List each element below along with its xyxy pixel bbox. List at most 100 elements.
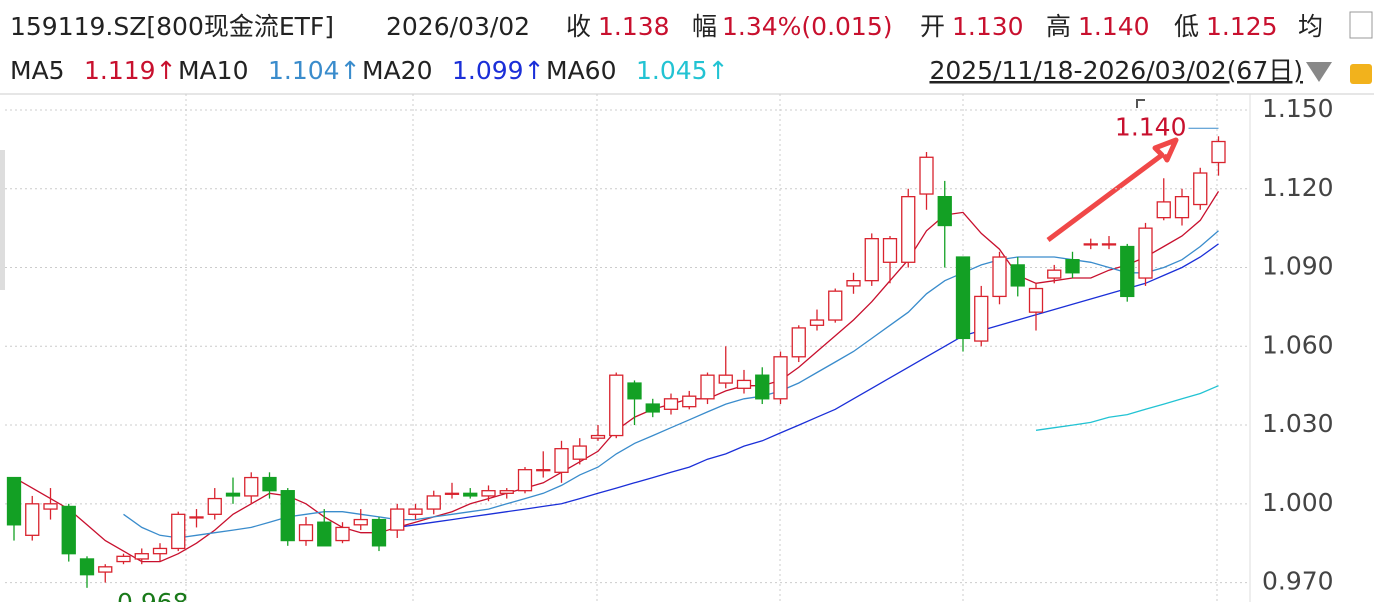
candle-body xyxy=(536,469,551,472)
candle-body xyxy=(864,238,879,282)
candle-body xyxy=(244,476,259,497)
candle-body xyxy=(663,398,679,410)
y-tick-label: 1.090 xyxy=(1262,252,1334,281)
legend-label: MA10 xyxy=(178,56,248,85)
candle-body xyxy=(554,448,569,473)
candle-body xyxy=(937,196,952,227)
candle-body xyxy=(171,513,186,550)
candle-body xyxy=(1028,287,1044,313)
candle-body xyxy=(335,526,350,542)
annotation: 1.140 xyxy=(1115,112,1187,141)
candle-body xyxy=(609,374,624,437)
candle-body xyxy=(517,469,533,492)
candle-body xyxy=(1083,243,1098,246)
dropdown-icon[interactable] xyxy=(1306,62,1332,82)
candle-body xyxy=(426,495,441,510)
quote-value: 1.34%(0.015) xyxy=(722,12,893,41)
candle-body xyxy=(98,566,113,573)
candle-body xyxy=(590,434,606,439)
candle-body xyxy=(736,379,752,389)
candle-body xyxy=(809,319,825,326)
legend-value: 1.104↑ xyxy=(268,56,361,85)
candle-body xyxy=(828,290,843,321)
candle-body xyxy=(718,374,733,384)
candle-body xyxy=(43,503,58,510)
lock-icon[interactable] xyxy=(1350,64,1372,84)
candle-body xyxy=(444,492,460,495)
candle-body xyxy=(882,238,898,263)
candle-body xyxy=(773,356,788,400)
legend-value: 1.045↑ xyxy=(636,56,729,85)
y-tick-label: 1.060 xyxy=(1262,330,1334,359)
ma-line xyxy=(1035,385,1219,431)
candle-body xyxy=(1211,140,1226,164)
candle-body xyxy=(1193,172,1208,206)
candle-body xyxy=(207,497,222,515)
candle-body xyxy=(280,490,295,542)
candle-body xyxy=(901,196,916,263)
marker xyxy=(1136,99,1145,108)
candle-body xyxy=(262,476,277,492)
candle-body xyxy=(353,518,368,526)
quote-label: 低 xyxy=(1174,12,1199,41)
candle-body xyxy=(1010,264,1025,287)
y-tick-label: 0.970 xyxy=(1262,567,1334,596)
quote-value: 1.125 xyxy=(1206,12,1278,41)
annotation: 0.968 xyxy=(117,588,189,602)
candle-body xyxy=(700,374,715,400)
candle-body xyxy=(974,295,989,342)
candle-body xyxy=(6,476,22,526)
candle-body xyxy=(189,516,204,519)
arrow xyxy=(1046,137,1179,243)
candle-body xyxy=(992,256,1007,298)
candle-body xyxy=(463,492,478,497)
candle-body xyxy=(79,558,95,576)
y-tick-label: 1.030 xyxy=(1262,409,1334,438)
quote-label: 高 xyxy=(1046,12,1071,41)
candle-body xyxy=(317,521,332,547)
legend-label: MA20 xyxy=(362,56,432,85)
icon[interactable] xyxy=(1349,11,1373,39)
candle-body xyxy=(61,505,76,555)
candle-body xyxy=(682,395,697,408)
candle-body xyxy=(645,403,660,413)
legend-label: MA5 xyxy=(10,56,65,85)
candle-body xyxy=(25,503,40,536)
candle-body xyxy=(846,280,861,287)
candle-body xyxy=(152,547,168,555)
candle-body xyxy=(1156,201,1171,219)
quote-label: 收 xyxy=(566,12,591,41)
y-tick-label: 1.150 xyxy=(1262,94,1334,123)
candle-body xyxy=(1065,259,1080,274)
candle-body xyxy=(481,490,496,497)
candle-body xyxy=(408,508,423,515)
ma-line xyxy=(123,230,1219,539)
candle-body xyxy=(791,327,806,358)
candle-body xyxy=(298,524,314,542)
candle-body xyxy=(1120,245,1135,298)
candle-body xyxy=(1047,269,1062,279)
candle-body xyxy=(1101,243,1117,246)
candle-body xyxy=(572,445,587,460)
quote-value: 1.140 xyxy=(1078,12,1150,41)
quote-value: 1.130 xyxy=(952,12,1024,41)
quote-label: 开 xyxy=(920,12,945,41)
quote-value: 1.138 xyxy=(598,12,670,41)
candle-body xyxy=(134,553,149,560)
range-label[interactable]: 2025/11/18-2026/03/02(67日) xyxy=(929,56,1303,85)
candle-body xyxy=(955,256,971,340)
ma-line xyxy=(397,243,1219,529)
quote-label: 幅 xyxy=(692,12,717,41)
scroll-edge xyxy=(0,150,5,290)
y-tick-label: 1.000 xyxy=(1262,488,1334,517)
y-tick-label: 1.120 xyxy=(1262,173,1334,202)
candle-body xyxy=(1174,196,1190,219)
candle-body xyxy=(919,156,934,195)
quote-label: 均 xyxy=(1298,12,1323,41)
candle-body xyxy=(390,508,405,531)
title: 159119.SZ[800现金流ETF] xyxy=(10,12,334,41)
candle-body xyxy=(116,555,131,563)
date: 2026/03/02 xyxy=(386,12,530,41)
